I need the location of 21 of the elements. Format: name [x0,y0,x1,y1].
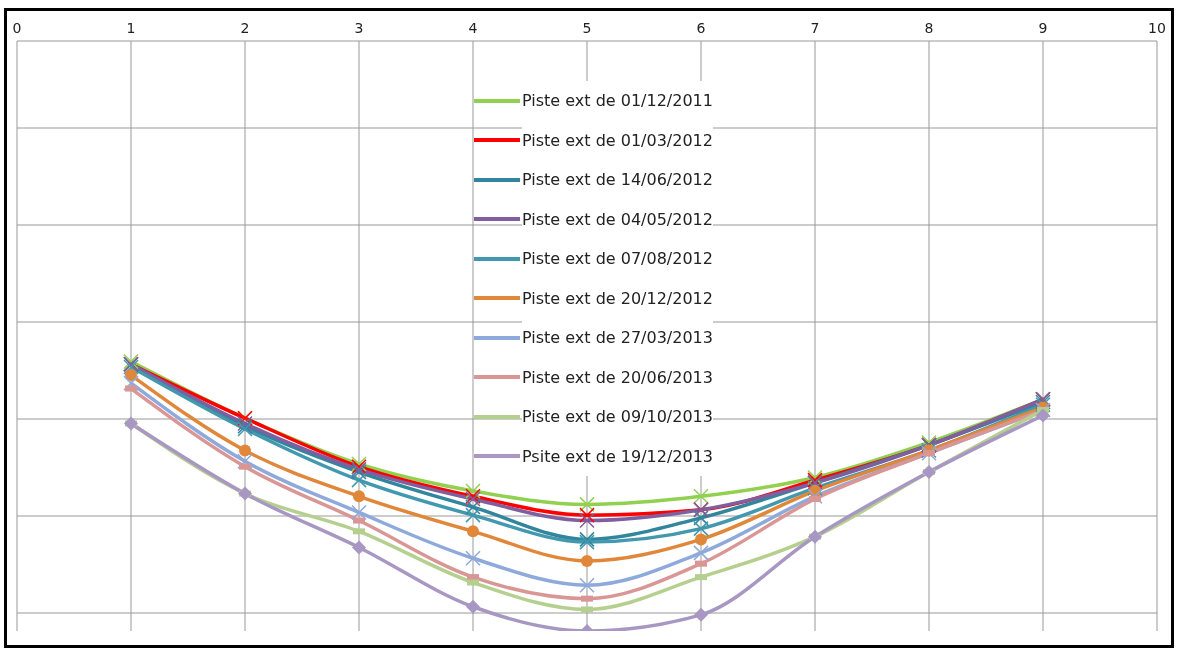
legend-label: Piste ext de 04/05/2012 [522,199,713,239]
legend-label: Piste ext de 20/06/2013 [522,357,713,397]
x-tick-label: 4 [468,20,478,36]
x-tick-label: 8 [924,20,934,36]
x-tick-label: 0 [12,20,22,36]
x-tick-label: 5 [582,20,592,36]
x-tick-label: 10 [1148,20,1166,36]
legend-label: Psite ext de 19/12/2013 [522,436,714,476]
legend-label: Piste ext de 14/06/2012 [522,160,713,200]
legend-label: Piste ext de 27/03/2013 [522,318,713,358]
x-tick-label: 6 [696,20,706,36]
x-tick-label: 2 [240,20,250,36]
x-tick-label: 7 [810,20,820,36]
legend-label: Piste ext de 01/12/2011 [522,81,713,121]
x-tick-label: 3 [354,20,364,36]
x-tick-label: 1 [126,20,136,36]
legend-label: Piste ext de 20/12/2012 [522,278,713,318]
legend-label: Piste ext de 09/10/2013 [522,397,713,437]
legend-label: Piste ext de 01/03/2012 [522,120,713,160]
x-tick-label: 9 [1038,20,1048,36]
legend-label: Piste ext de 07/08/2012 [522,239,713,279]
